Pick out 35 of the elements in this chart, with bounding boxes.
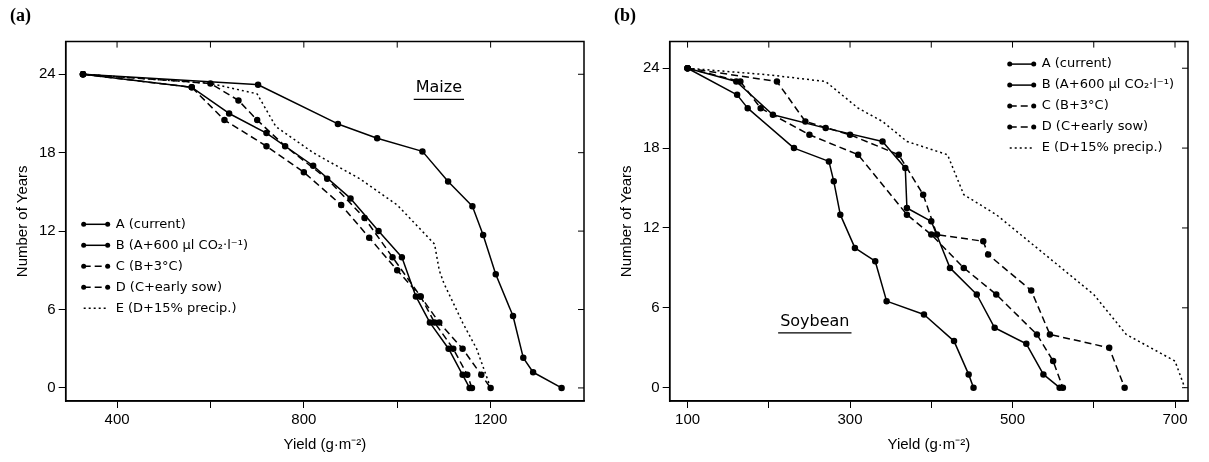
x-axis-title: Yield (g·m⁻²)	[887, 435, 971, 453]
annotation: Maize	[415, 77, 463, 97]
y-tick-label: 6	[651, 297, 660, 315]
y-tick-label: 12	[39, 221, 56, 239]
y-tick-label: 12	[643, 218, 660, 236]
legend-label: D (C+early sow)	[115, 278, 223, 294]
legend-label: B (A+600 µl CO₂·l⁻¹)	[1041, 76, 1174, 92]
legend-label: C (B+3°C)	[115, 257, 183, 273]
y-tick-label: 0	[651, 377, 660, 395]
x-axis-title: Yield (g·m⁻²)	[283, 435, 367, 453]
legend-label: C (B+3°C)	[1041, 97, 1109, 113]
legend-label: A (current)	[1041, 55, 1112, 71]
legend-label: E (D+15% precip.)	[115, 299, 237, 315]
y-tick-label: 24	[643, 58, 660, 76]
x-tick-label: 100	[675, 410, 701, 428]
x-tick-label: 400	[104, 410, 130, 428]
y-tick-label: 0	[47, 378, 56, 396]
x-tick-label: 300	[837, 410, 863, 428]
x-tick-label: 700	[1162, 410, 1188, 428]
x-tick-label: 500	[1000, 410, 1026, 428]
legend-label: E (D+15% precip.)	[1041, 139, 1163, 155]
y-tick-label: 6	[47, 299, 56, 317]
legend-label: D (C+early sow)	[1041, 118, 1149, 134]
legend-label: A (current)	[115, 215, 186, 231]
y-tick-label: 18	[39, 142, 56, 160]
annotation: Soybean	[780, 311, 850, 331]
y-axis-title: Number of Years	[617, 165, 635, 278]
y-axis-title: Number of Years	[13, 165, 31, 278]
legend-label: B (A+600 µl CO₂·l⁻¹)	[115, 236, 248, 252]
y-tick-label: 24	[39, 64, 56, 82]
chart-title: (a)	[10, 5, 31, 27]
y-tick-label: 18	[643, 138, 660, 156]
x-tick-label: 800	[291, 410, 317, 428]
chart-title: (b)	[614, 5, 636, 27]
x-tick-label: 1200	[473, 410, 508, 428]
